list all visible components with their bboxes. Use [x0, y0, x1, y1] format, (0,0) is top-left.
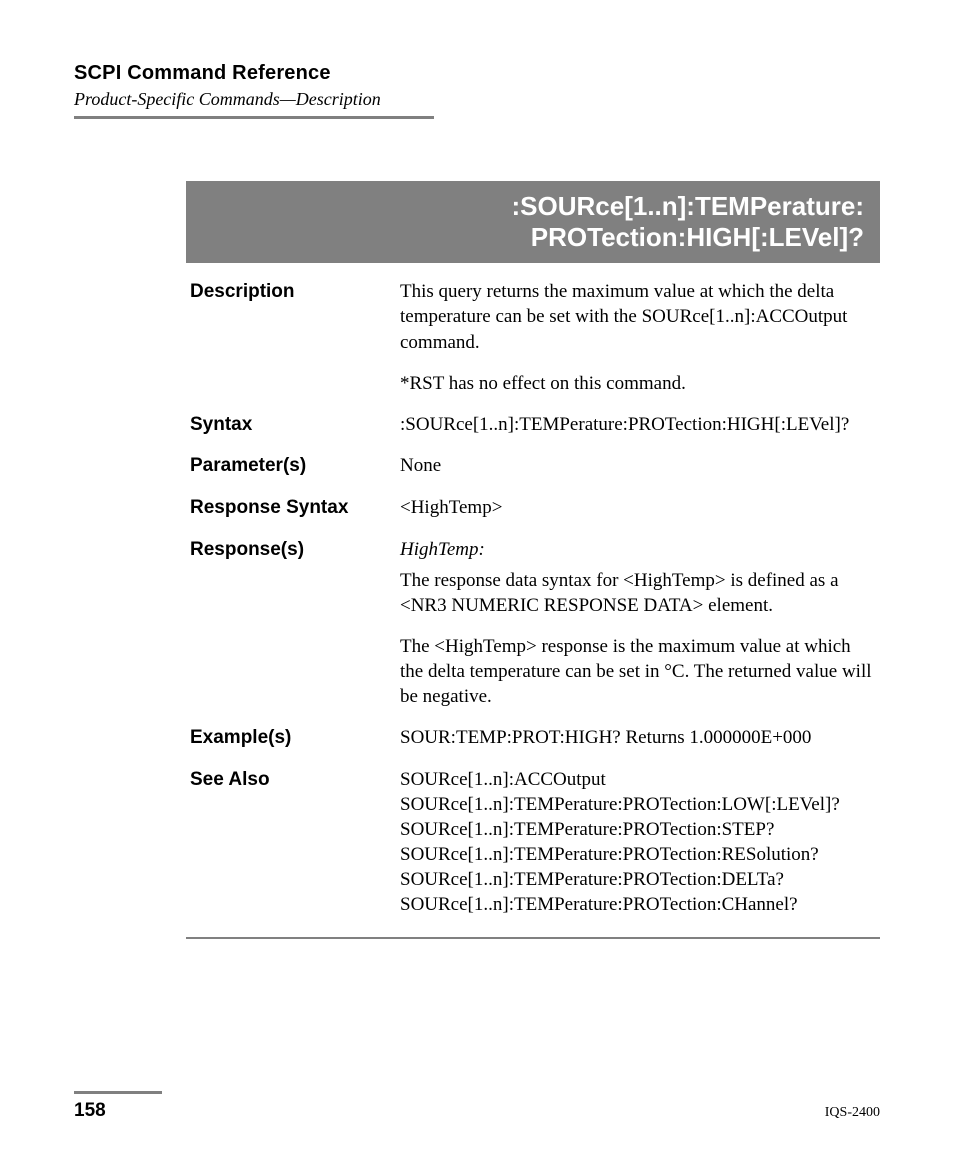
description-p2: *RST has no effect on this command.	[400, 371, 874, 396]
row-response-syntax: Response Syntax <HighTemp>	[186, 485, 880, 527]
section-subtitle: Product-Specific Commands—Description	[74, 89, 880, 110]
value-parameters: None	[400, 453, 880, 479]
footer-line: 158 IQS-2400	[74, 1100, 880, 1122]
product-code: IQS-2400	[825, 1105, 880, 1121]
value-examples: SOUR:TEMP:PROT:HIGH? Returns 1.000000E+0…	[400, 725, 880, 751]
page-number: 158	[74, 1100, 106, 1122]
command-title-line1: :SOURce[1..n]:TEMPerature:	[512, 191, 865, 221]
label-description: Description	[190, 279, 400, 395]
response-name: HighTemp:	[400, 537, 874, 562]
label-responses: Response(s)	[190, 537, 400, 709]
seealso-1: SOURce[1..n]:ACCOutput	[400, 769, 606, 790]
seealso-5: SOURce[1..n]:TEMPerature:PROTection:DELT…	[400, 869, 784, 890]
seealso-6: SOURce[1..n]:TEMPerature:PROTection:CHan…	[400, 894, 798, 915]
row-see-also: See Also SOURce[1..n]:ACCOutput SOURce[1…	[186, 757, 880, 923]
command-title-line2: PROTection:HIGH[:LEVel]?	[531, 222, 864, 252]
response-p1: The response data syntax for <HighTemp> …	[400, 568, 874, 618]
seealso-3: SOURce[1..n]:TEMPerature:PROTection:STEP…	[400, 819, 774, 840]
value-responses: HighTemp: The response data syntax for <…	[400, 537, 880, 709]
section-title: SCPI Command Reference	[74, 62, 880, 85]
footer-rule	[74, 1091, 162, 1094]
label-response-syntax: Response Syntax	[190, 495, 400, 521]
value-description: This query returns the maximum value at …	[400, 279, 880, 395]
row-syntax: Syntax :SOURce[1..n]:TEMPerature:PROTect…	[186, 402, 880, 444]
response-p2: The <HighTemp> response is the maximum v…	[400, 634, 874, 709]
command-block: :SOURce[1..n]:TEMPerature: PROTection:HI…	[186, 181, 880, 939]
value-see-also: SOURce[1..n]:ACCOutput SOURce[1..n]:TEMP…	[400, 767, 880, 917]
label-examples: Example(s)	[190, 725, 400, 751]
row-responses: Response(s) HighTemp: The response data …	[186, 527, 880, 715]
row-description: Description This query returns the maxim…	[186, 273, 880, 401]
command-title: :SOURce[1..n]:TEMPerature: PROTection:HI…	[186, 181, 880, 263]
header-rule	[74, 116, 434, 119]
label-syntax: Syntax	[190, 412, 400, 438]
label-see-also: See Also	[190, 767, 400, 917]
description-p1: This query returns the maximum value at …	[400, 279, 874, 354]
page-footer: 158 IQS-2400	[74, 1091, 880, 1122]
value-syntax: :SOURce[1..n]:TEMPerature:PROTection:HIG…	[400, 412, 880, 438]
seealso-2: SOURce[1..n]:TEMPerature:PROTection:LOW[…	[400, 794, 840, 815]
row-parameters: Parameter(s) None	[186, 443, 880, 485]
label-parameters: Parameter(s)	[190, 453, 400, 479]
page-content: SCPI Command Reference Product-Specific …	[74, 62, 880, 939]
seealso-4: SOURce[1..n]:TEMPerature:PROTection:RESo…	[400, 844, 819, 865]
row-examples: Example(s) SOUR:TEMP:PROT:HIGH? Returns …	[186, 715, 880, 757]
value-response-syntax: <HighTemp>	[400, 495, 880, 521]
command-body: Description This query returns the maxim…	[186, 263, 880, 939]
